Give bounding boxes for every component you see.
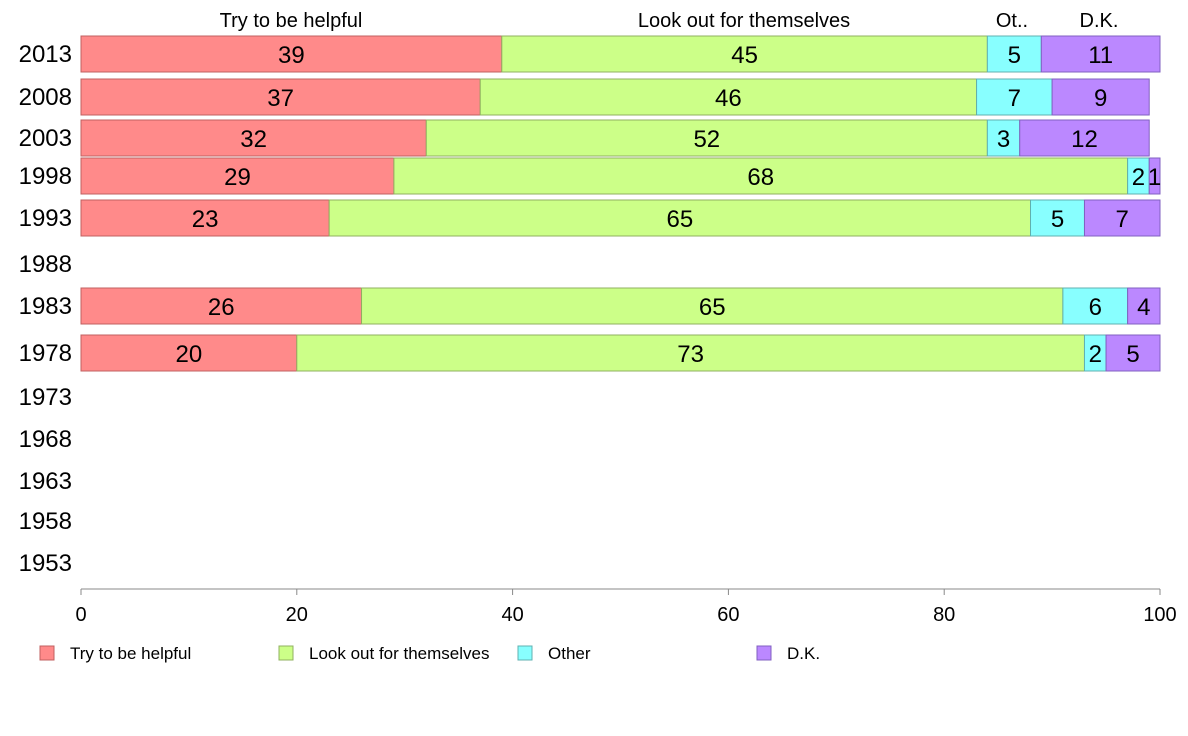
bar-segment	[1083, 199, 1161, 237]
legend-label: Try to be helpful	[70, 644, 191, 663]
x-tick-label: 100	[1143, 604, 1176, 626]
data-label: 9	[1094, 85, 1107, 112]
year-labels: 2013 2008 2003 1998 1993 1988 1983 1978 1973 1968…	[19, 41, 72, 577]
year-label: 1978	[19, 340, 72, 367]
data-label: 68	[747, 164, 774, 191]
legend-label: Look out for themselves	[309, 644, 489, 663]
data-label: 3	[997, 126, 1010, 153]
bar-segment	[80, 78, 481, 116]
data-label: 4	[1137, 294, 1150, 321]
bar-segment	[986, 35, 1042, 73]
year-label: 1993	[19, 205, 72, 232]
data-label: 6	[1089, 294, 1102, 321]
data-label: 29	[224, 164, 251, 191]
data-label: 1	[1148, 164, 1161, 191]
legend-swatch	[278, 645, 294, 661]
bar-segment	[479, 78, 978, 116]
data-label: 7	[1116, 206, 1129, 233]
bar-segment	[80, 119, 427, 157]
data-label: 2	[1132, 164, 1145, 191]
data-label: 46	[715, 85, 742, 112]
data-label: 52	[693, 126, 720, 153]
x-axis: 0 20 40 60 80 100	[75, 588, 1177, 626]
bar-segment	[361, 287, 1064, 325]
bar-segment	[1030, 199, 1085, 237]
column-header: Look out for themselves	[638, 10, 850, 32]
data-label: 45	[731, 42, 758, 69]
year-label: 2003	[19, 125, 72, 152]
year-label: 1988	[19, 251, 72, 278]
data-label: 5	[1051, 206, 1064, 233]
legend-label: D.K.	[787, 644, 820, 663]
data-label: 65	[666, 206, 693, 233]
column-header: Try to be helpful	[220, 10, 363, 32]
data-label: 39	[278, 42, 305, 69]
column-header: D.K.	[1080, 10, 1119, 32]
data-label: 26	[208, 294, 235, 321]
year-label: 1963	[19, 468, 72, 495]
bar-segment	[328, 199, 1032, 237]
data-label: 11	[1088, 42, 1113, 69]
data-label: 23	[192, 206, 219, 233]
bar-segment	[80, 199, 330, 237]
bar-segment	[1148, 157, 1161, 195]
year-label: 1968	[19, 426, 72, 453]
data-label: 65	[699, 294, 726, 321]
bar-segment	[80, 35, 503, 73]
column-header: Ot..	[996, 10, 1028, 32]
bar-segment	[80, 334, 298, 372]
data-label: 5	[1008, 42, 1021, 69]
bar-segment	[80, 157, 395, 195]
data-label: 73	[677, 341, 704, 368]
year-label: 2013	[19, 41, 72, 68]
column-headers: Try to be helpful Look out for themselves…	[220, 10, 1119, 32]
legend-label: Other	[548, 644, 591, 663]
year-label: 1983	[19, 293, 72, 320]
x-tick-label: 40	[501, 604, 523, 626]
bar-segment	[425, 119, 988, 157]
x-tick-label: 20	[286, 604, 308, 626]
bar-segment	[1019, 119, 1150, 157]
bar-segment	[1040, 35, 1161, 73]
bar-segment	[296, 334, 1085, 372]
bar-segment	[1105, 334, 1161, 372]
bar-segment	[501, 35, 988, 73]
year-label: 1958	[19, 508, 72, 535]
x-tick-label: 80	[933, 604, 955, 626]
data-label: 7	[1008, 85, 1021, 112]
data-label: 12	[1071, 126, 1098, 153]
data-label: 5	[1126, 341, 1139, 368]
data-label: 2	[1089, 341, 1102, 368]
bar-segment	[80, 287, 363, 325]
year-label: 1953	[19, 550, 72, 577]
year-label: 1998	[19, 163, 72, 190]
legend: Try to be helpful Look out for themselves…	[39, 644, 820, 663]
bar-segment	[1051, 78, 1150, 116]
x-tick-label: 60	[717, 604, 739, 626]
data-label: 20	[176, 341, 203, 368]
bar-segment	[976, 78, 1053, 116]
year-label: 1973	[19, 384, 72, 411]
year-label: 2008	[19, 84, 72, 111]
bar-segment	[393, 157, 1129, 195]
data-label: 32	[240, 126, 267, 153]
data-label: 37	[267, 85, 294, 112]
legend-swatch	[756, 645, 772, 661]
bar-segment	[1127, 287, 1161, 325]
legend-swatch	[517, 645, 533, 661]
x-tick-label: 0	[75, 604, 86, 626]
legend-swatch	[39, 645, 55, 661]
